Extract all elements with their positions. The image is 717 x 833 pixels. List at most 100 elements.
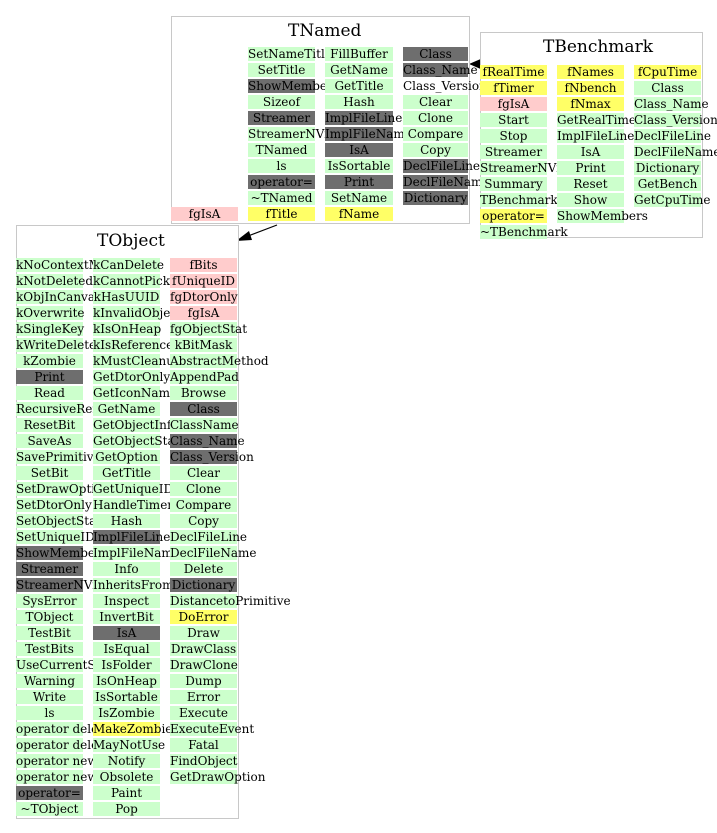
tnamed-member: DeclFileName <box>403 175 490 189</box>
tobject-member: AbstractMethod <box>170 354 269 368</box>
tnamed-member: StreamerNVirtual <box>248 127 358 141</box>
tobject-member: kBitMask <box>170 338 237 352</box>
tobject-member: Dictionary <box>170 578 237 592</box>
tobject-member: Class_Version <box>170 450 254 464</box>
tbenchmark-member: fTimer <box>480 81 547 95</box>
tnamed-member: DeclFileLine <box>403 159 481 173</box>
tobject-member: Execute <box>170 706 237 720</box>
tobject-arrowhead <box>236 231 252 241</box>
tobject-member: kObjInCanvas <box>16 290 102 304</box>
tnamed-member: ImplFileName <box>325 127 412 141</box>
tobject-member: Write <box>16 690 83 704</box>
tobject-member: fgIsA <box>170 306 237 320</box>
tnamed-member: Streamer <box>248 111 315 125</box>
tbenchmark-member: Dictionary <box>634 161 701 175</box>
tobject-member: DrawClass <box>170 642 237 656</box>
tobject-member: IsOnHeap <box>93 674 160 688</box>
tobject-member: StreamerNVirtual <box>16 578 126 592</box>
tobject-member: InvertBit <box>93 610 160 624</box>
tobject-member: TestBit <box>16 626 83 640</box>
tobject-member: ImplFileLine <box>93 530 171 544</box>
tnamed-arrowhead <box>469 58 483 70</box>
tobject-member: DoError <box>170 610 237 624</box>
tobject-member: Class <box>170 402 237 416</box>
tobject-member: SetDrawOption <box>16 482 111 496</box>
tobject-member: DrawClone <box>170 658 238 672</box>
tobject-member: SetObjectStat <box>16 514 102 528</box>
tobject-member: Hash <box>93 514 160 528</box>
tobject-member: operator delete <box>16 722 111 736</box>
tobject-member: fgDtorOnly <box>170 290 238 304</box>
tnamed-member: Class <box>403 47 468 61</box>
tnamed-member: Print <box>325 175 393 189</box>
tbenchmark-member: fNames <box>557 65 624 79</box>
tobject-member: TObject <box>16 610 83 624</box>
tbenchmark-title: TBenchmark <box>543 37 653 57</box>
tbenchmark-member: Summary <box>480 177 547 191</box>
tobject-member: Clone <box>170 482 237 496</box>
tobject-member: MakeZombie <box>93 722 173 736</box>
tbenchmark-member: operator= <box>480 209 547 223</box>
tobject-member: ShowMembers <box>16 546 107 560</box>
tbenchmark-member: Class <box>634 81 701 95</box>
tbenchmark-member: Class_Version <box>634 113 717 127</box>
tobject-member: Delete <box>170 562 237 576</box>
tnamed-member: ImplFileLine <box>325 111 403 125</box>
tobject-member: AppendPad <box>170 370 239 384</box>
tbenchmark-member: Streamer <box>480 145 547 159</box>
tnamed-member: ShowMembers <box>248 79 339 93</box>
tbenchmark-member: fCpuTime <box>634 65 701 79</box>
tobject-member: ImplFileName <box>93 546 180 560</box>
tbenchmark-member: Show <box>557 193 624 207</box>
tnamed-member: ls <box>248 159 315 173</box>
tobject-member: IsSortable <box>93 690 160 704</box>
tobject-member: operator new[] <box>16 770 107 784</box>
tnamed-member: fName <box>325 207 393 221</box>
tnamed-member: SetNameTitle <box>248 47 332 61</box>
tnamed-member: Clone <box>403 111 468 125</box>
tobject-member: Dump <box>170 674 237 688</box>
tbenchmark-member: TBenchmark <box>480 193 558 207</box>
tobject-to-tnamed-edge <box>247 224 278 237</box>
tobject-member: kZombie <box>16 354 83 368</box>
tobject-member: GetObjectInfo <box>93 418 179 432</box>
tobject-member: fUniqueID <box>170 274 237 288</box>
tbenchmark-member: ImplFileLine <box>557 129 635 143</box>
tobject-member: kCannotPick <box>93 274 171 288</box>
tobject-member: SavePrimitive <box>16 450 101 464</box>
tobject-member: Info <box>93 562 160 576</box>
tobject-member: kMustCleanup <box>93 354 182 368</box>
tobject-member: Error <box>170 690 237 704</box>
tobject-member: GetDrawOption <box>170 770 266 784</box>
tnamed-member: Clear <box>403 95 468 109</box>
tobject-member: Class_Name <box>170 434 245 448</box>
tbenchmark-member: DeclFileName <box>634 145 717 159</box>
tobject-member: IsA <box>93 626 160 640</box>
tbenchmark-member: ShowMembers <box>557 209 648 223</box>
tobject-member: Pop <box>93 802 160 816</box>
tbenchmark-member: GetBench <box>634 177 701 191</box>
tobject-member: TestBits <box>16 642 83 656</box>
tobject-member: ExecuteEvent <box>170 722 255 736</box>
tobject-member: IsFolder <box>93 658 160 672</box>
tobject-member: GetDtorOnly <box>93 370 171 384</box>
tbenchmark-member: Print <box>557 161 624 175</box>
tbenchmark-member: IsA <box>557 145 624 159</box>
tobject-member: Warning <box>16 674 83 688</box>
tobject-member: fgObjectStat <box>170 322 248 336</box>
tnamed-outside-member: fgIsA <box>171 207 238 221</box>
tobject-member: Draw <box>170 626 237 640</box>
tobject-title: TObject <box>97 231 165 251</box>
tbenchmark-member: DeclFileLine <box>634 129 712 143</box>
tobject-member: ClassName <box>170 418 239 432</box>
tbenchmark-member: Reset <box>557 177 624 191</box>
tnamed-member: operator= <box>248 175 315 189</box>
tbenchmark-member: GetRealTime <box>557 113 636 127</box>
tobject-member: GetObjectStat <box>93 434 180 448</box>
tobject-member: Print <box>16 370 83 384</box>
tobject-member: ~TObject <box>16 802 83 816</box>
tnamed-member: fTitle <box>248 207 315 221</box>
tobject-member: kNoContextMenu <box>16 258 124 272</box>
tnamed-member: ~TNamed <box>248 191 315 205</box>
